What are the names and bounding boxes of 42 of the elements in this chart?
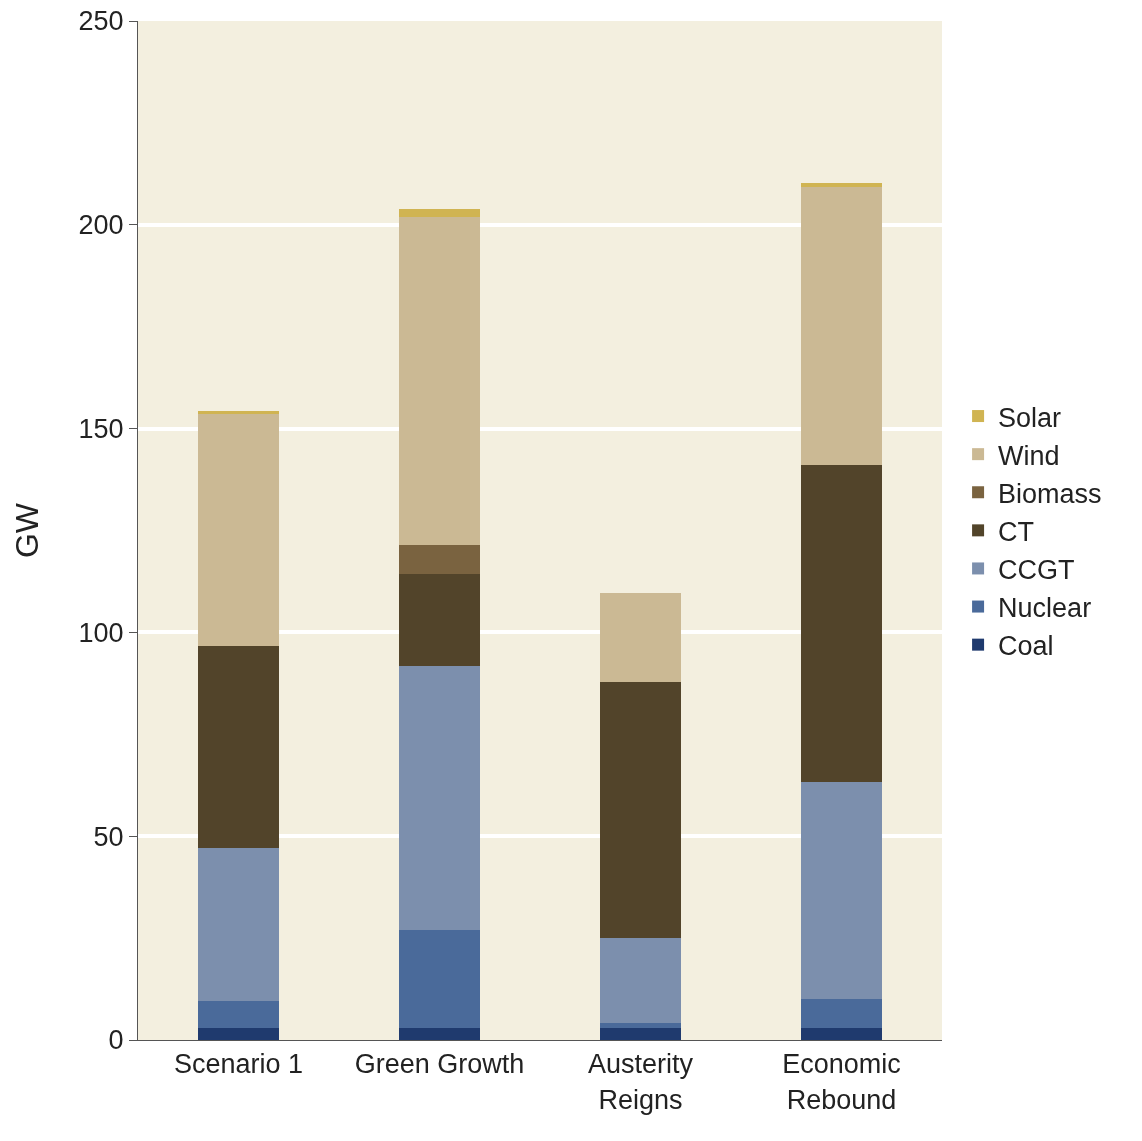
y-tick-label: 250 [78,6,124,37]
legend-label: Coal [998,631,1054,662]
bar [198,413,279,646]
bar [600,592,681,683]
y-tick-label: 0 [108,1025,124,1056]
x-tick-label: Scenario 1 [173,1049,304,1080]
bar [399,929,480,1028]
x-tick-label: Green Growth [354,1049,525,1080]
bar [399,545,480,575]
y-tick-label: 50 [93,821,124,852]
bar [801,1027,882,1040]
bar [198,411,279,414]
bar [801,781,882,999]
legend-label: CT [998,516,1035,547]
bar [801,182,882,187]
x-tick-label: Economic Rebound [782,1049,901,1115]
bar [801,998,882,1028]
y-axis-title: GW [8,502,45,559]
y-tick-label: 200 [78,210,124,241]
bar [399,217,480,546]
bar [198,645,279,849]
legend-label: Nuclear [998,593,1092,624]
y-tick-label: 100 [78,617,124,648]
legend-label: Biomass [998,478,1102,509]
legend-label: Solar [998,402,1062,433]
bar [399,208,480,218]
legend-label: Wind [998,440,1060,471]
bar [399,574,480,666]
bar [600,1022,681,1028]
bar [399,665,480,930]
bar [198,1000,279,1028]
bar [801,186,882,465]
bar [600,682,681,939]
bar [399,1027,480,1040]
legend-label: CCGT [998,554,1075,585]
bar [600,938,681,1023]
x-tick-label: Austerity Reigns [587,1049,694,1115]
bar [801,464,882,782]
bar [198,848,279,1001]
bar [198,1027,279,1040]
y-tick-label: 150 [78,414,124,445]
bar [600,1027,681,1040]
